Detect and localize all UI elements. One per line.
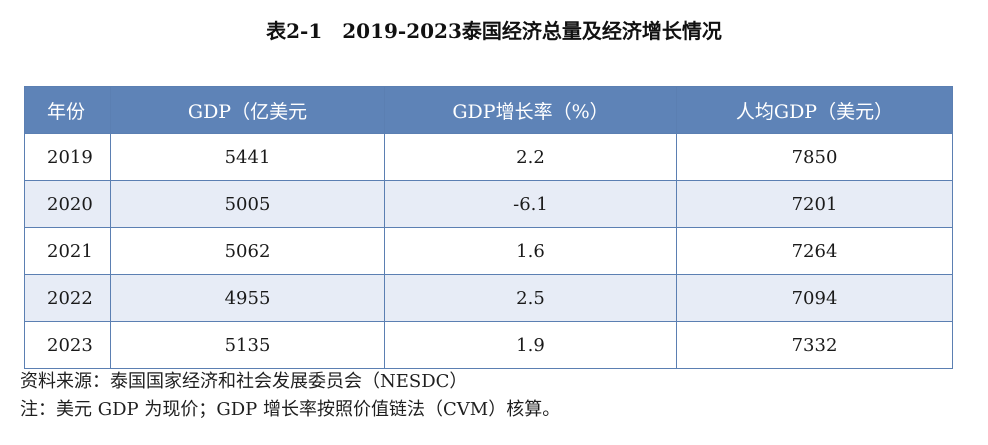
header-gdp: GDP（亿美元: [110, 86, 385, 134]
cell-year: 2021: [24, 227, 111, 275]
source-note: 资料来源：泰国国家经济和社会发展委员会（NESDC）: [20, 371, 468, 392]
table-title: 表2-1 2019-2023泰国经济总量及经济增长情况: [266, 19, 722, 43]
cell-gdp: 5135: [110, 321, 385, 369]
cell-gdp-per-capita: 7094: [676, 274, 953, 322]
cell-year: 2023: [24, 321, 111, 369]
cell-gdp-growth: 2.2: [384, 133, 677, 181]
cell-gdp-growth: 2.5: [384, 274, 677, 322]
header-gdp-growth: GDP增长率（%）: [384, 86, 677, 134]
cell-gdp: 5062: [110, 227, 385, 275]
table-row: 2021 5062 1.6 7264: [24, 227, 953, 275]
cell-year: 2022: [24, 274, 111, 322]
gdp-table: 年份 GDP（亿美元 GDP增长率（%） 人均GDP（美元） 2019 5441…: [24, 86, 953, 369]
cell-gdp-growth: 1.9: [384, 321, 677, 369]
cell-year: 2020: [24, 180, 111, 228]
cell-gdp-growth: 1.6: [384, 227, 677, 275]
header-gdp-per-capita: 人均GDP（美元）: [676, 86, 953, 134]
gdp-table-container: 年份 GDP（亿美元 GDP增长率（%） 人均GDP（美元） 2019 5441…: [24, 86, 953, 369]
footnote: 注：美元 GDP 为现价；GDP 增长率按照价值链法（CVM）核算。: [20, 399, 561, 420]
cell-gdp: 5005: [110, 180, 385, 228]
header-year: 年份: [24, 86, 111, 134]
table-row: 2022 4955 2.5 7094: [24, 274, 953, 322]
cell-gdp-per-capita: 7201: [676, 180, 953, 228]
cell-gdp-per-capita: 7332: [676, 321, 953, 369]
table-notes: 资料来源：泰国国家经济和社会发展委员会（NESDC） 注：美元 GDP 为现价；…: [20, 368, 960, 424]
table-header-row: 年份 GDP（亿美元 GDP增长率（%） 人均GDP（美元）: [24, 86, 953, 134]
cell-gdp: 5441: [110, 133, 385, 181]
table-row: 2019 5441 2.2 7850: [24, 133, 953, 181]
cell-gdp-growth: -6.1: [384, 180, 677, 228]
table-row: 2023 5135 1.9 7332: [24, 321, 953, 369]
table-row: 2020 5005 -6.1 7201: [24, 180, 953, 228]
cell-gdp-per-capita: 7850: [676, 133, 953, 181]
cell-year: 2019: [24, 133, 111, 181]
cell-gdp-per-capita: 7264: [676, 227, 953, 275]
cell-gdp: 4955: [110, 274, 385, 322]
